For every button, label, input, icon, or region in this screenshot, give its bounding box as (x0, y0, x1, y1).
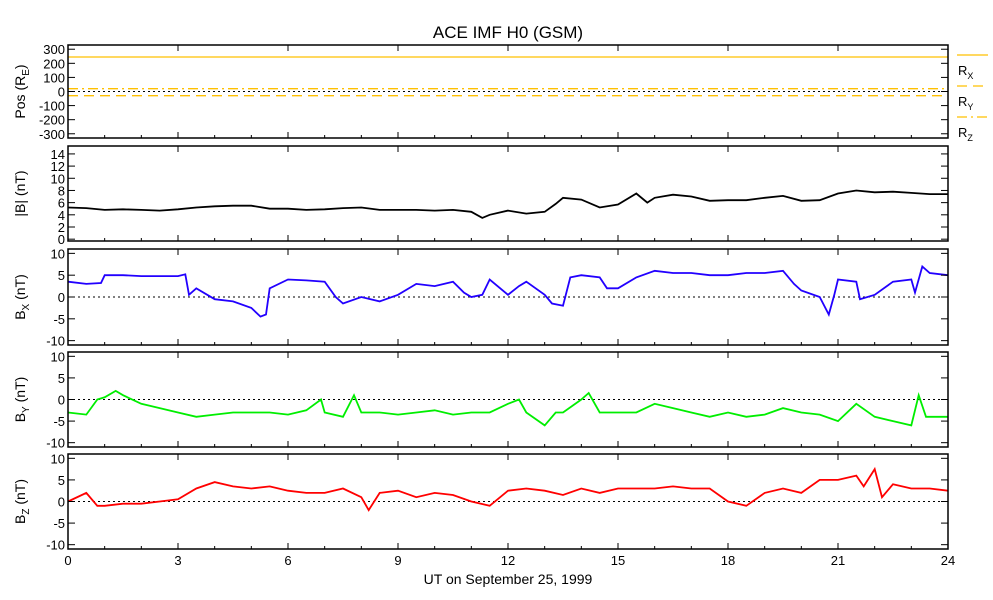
y-tick-label: 0 (58, 290, 65, 305)
y-axis-label: BX (nT) (12, 274, 32, 320)
y-tick-label: -10 (46, 538, 65, 553)
y-tick-label: 5 (58, 371, 65, 386)
legend-label-rz: RZ (958, 125, 973, 143)
panel-by: 10 5 0 -5 -10 BY (nT) (12, 349, 949, 451)
y-tick-label: 12 (51, 159, 65, 174)
y-tick-label: 300 (43, 42, 65, 57)
y-tick-label: 0 (58, 85, 65, 100)
x-tick-label: 12 (501, 553, 515, 568)
x-axis-label: UT on September 25, 1999 (424, 571, 593, 587)
x-tick-label: 0 (64, 553, 71, 568)
y-axis-label-text: |B| (nT) (12, 170, 28, 216)
y-axis-label-text: B (12, 515, 28, 524)
series-line-bz-bz (67, 466, 949, 512)
legend-label-subscript: Z (967, 133, 973, 143)
y-tick-label: 10 (51, 171, 65, 186)
y-tick-label: -5 (53, 414, 65, 429)
legend-label-rx: RX (958, 63, 973, 81)
y-tick-label: -5 (53, 516, 65, 531)
x-tick-label: 15 (611, 553, 625, 568)
y-axis-label-suffix: ) (12, 64, 28, 69)
y-tick-label: 10 (51, 246, 65, 261)
y-axis-label-suffix: (nT) (12, 479, 28, 509)
series-line-btot-b (67, 189, 948, 219)
x-tick-label: 9 (394, 553, 401, 568)
y-axis-label: BY (nT) (12, 377, 32, 423)
x-tick-label: 21 (831, 553, 845, 568)
y-axis-label-suffix: (nT) (12, 274, 28, 304)
y-axis-label-subscript: E (21, 69, 32, 76)
series-line-by-by (67, 389, 948, 427)
y-tick-label: -200 (39, 113, 65, 128)
y-axis-label: BZ (nT) (12, 479, 32, 524)
y-tick-label: 100 (43, 70, 65, 85)
y-tick-label: 10 (51, 349, 65, 364)
series-line-bx-bx (67, 264, 949, 318)
x-tick-label: 18 (721, 553, 735, 568)
x-tick-label: 3 (174, 553, 181, 568)
chart-title: ACE IMF H0 (GSM) (433, 23, 583, 42)
y-axis-label-subscript: Y (21, 406, 32, 413)
y-tick-label: 0 (58, 232, 65, 247)
legend-label-subscript: X (967, 71, 973, 81)
y-tick-label: -100 (39, 99, 65, 114)
x-tick-label: 24 (941, 553, 955, 568)
x-tick-label: 6 (284, 553, 291, 568)
y-axis-label-text: Pos (R (12, 76, 28, 119)
y-axis-label: Pos (RE) (12, 64, 32, 118)
y-axis-label-text: B (12, 413, 28, 422)
y-axis-label-subscript: X (21, 303, 32, 310)
y-tick-label: 0 (58, 393, 65, 408)
y-tick-label: 10 (51, 451, 65, 466)
legend-label-subscript: Y (967, 102, 973, 112)
y-tick-label: 5 (58, 473, 65, 488)
y-tick-label: -5 (53, 312, 65, 327)
y-tick-label: -10 (46, 334, 65, 349)
panel-frame (67, 145, 949, 242)
y-tick-label: 5 (58, 268, 65, 283)
legend-label-text: R (958, 125, 967, 140)
y-tick-label: 6 (58, 196, 65, 211)
y-axis-label-text: B (12, 310, 28, 319)
y-axis-label-suffix: (nT) (12, 377, 28, 407)
y-axis-label: |B| (nT) (12, 170, 28, 216)
y-tick-label: 4 (58, 208, 65, 223)
panel-bz: 0 3 6 9 12 15 18 21 24 10 5 0 -5 -10 BZ (nT) (12, 451, 955, 568)
legend-label-text: R (958, 94, 967, 109)
y-tick-label: -300 (39, 127, 65, 142)
y-tick-label: 0 (58, 495, 65, 510)
legend-label-ry: RY (958, 94, 973, 112)
y-tick-label: 14 (51, 147, 65, 162)
y-tick-label: -10 (46, 436, 65, 451)
y-axis-label-subscript: Z (21, 509, 32, 515)
y-tick-label: 8 (58, 183, 65, 198)
panel-bx: 10 5 0 -5 -10 BX (nT) (12, 246, 949, 349)
y-tick-label: 200 (43, 56, 65, 71)
y-tick-label: 2 (58, 220, 65, 235)
legend-label-text: R (958, 63, 967, 78)
